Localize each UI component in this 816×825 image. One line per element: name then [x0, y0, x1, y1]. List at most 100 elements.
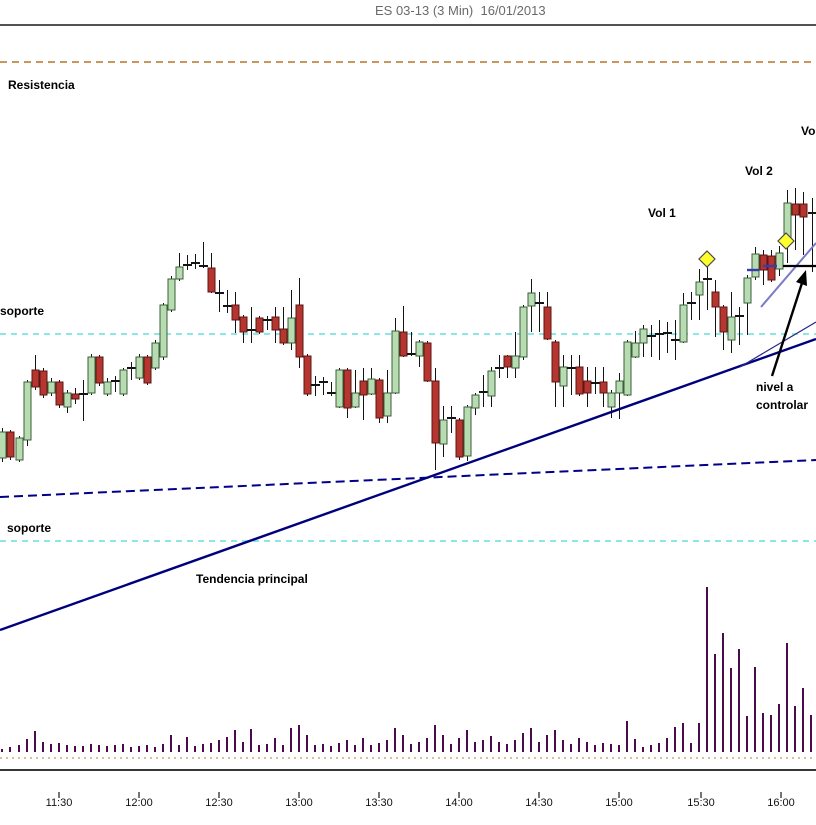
- volume-bar: [162, 744, 164, 752]
- candle-up: [119, 369, 128, 395]
- volume-bar: [74, 746, 76, 752]
- candle-down: [39, 370, 48, 396]
- annotation-arrow-shaft: [770, 282, 804, 377]
- volume-bar: [370, 745, 372, 752]
- volume-bar: [746, 716, 748, 752]
- volume-bar: [762, 713, 764, 752]
- volume-bar: [354, 745, 356, 752]
- x-axis-label: 13:00: [285, 797, 313, 809]
- volume-bar: [322, 744, 324, 752]
- volume-bar: [434, 725, 436, 752]
- candle-down: [599, 381, 608, 394]
- volume-bar: [562, 740, 564, 752]
- candle-down: [399, 331, 408, 357]
- candle-down: [455, 419, 464, 458]
- candle-down: [583, 380, 592, 394]
- volume-bar: [1, 749, 3, 752]
- volume-bar: [794, 706, 796, 752]
- candle-up: [103, 381, 112, 395]
- candle-up: [527, 292, 536, 307]
- x-axis-label: 13:30: [365, 797, 393, 809]
- candle-up: [287, 317, 296, 344]
- volume-bar: [202, 744, 204, 752]
- candle-up: [639, 328, 648, 344]
- volume-bar: [698, 723, 700, 752]
- volume-bar: [778, 704, 780, 752]
- volume-bar: [634, 739, 636, 752]
- x-axis-label: 15:30: [687, 797, 715, 809]
- acceleration-line: [760, 242, 816, 308]
- volume-bar: [34, 731, 36, 752]
- candle-down: [6, 431, 15, 458]
- volume-bar: [754, 667, 756, 752]
- volume-bar: [194, 746, 196, 752]
- candle-up: [471, 394, 480, 409]
- x-axis-label: 15:00: [605, 797, 633, 809]
- candle-up: [47, 381, 56, 394]
- volume-bar: [282, 745, 284, 752]
- candle-down: [759, 254, 768, 271]
- volume-bar: [410, 744, 412, 752]
- candle-up: [367, 378, 376, 395]
- volume-bar: [466, 730, 468, 752]
- volume-bar: [578, 738, 580, 752]
- candle-down: [423, 342, 432, 382]
- candle-up: [63, 392, 72, 408]
- volume-bar: [186, 737, 188, 752]
- vol1-label: Vol 1: [648, 206, 676, 220]
- volume-bar: [658, 743, 660, 752]
- volume-bar: [482, 740, 484, 752]
- volume-bar: [274, 738, 276, 752]
- volume-bar: [738, 649, 740, 752]
- volume-bar: [626, 721, 628, 752]
- candle-down: [55, 381, 64, 406]
- volume-bar: [50, 744, 52, 752]
- candle-up: [559, 366, 568, 387]
- candle-up: [335, 369, 344, 408]
- candle-up: [151, 342, 160, 369]
- volume-bar: [314, 745, 316, 752]
- volume-bar: [130, 747, 132, 752]
- candle-down: [143, 356, 152, 384]
- main-trend-label: Tendencia principal: [196, 572, 308, 586]
- tendencia-principal: [0, 337, 816, 632]
- candle-up: [679, 304, 688, 343]
- candle-down: [791, 203, 800, 216]
- volume-bar: [530, 728, 532, 752]
- support-lower-label: soporte: [7, 521, 52, 535]
- x-axis-label: 11:30: [45, 797, 73, 809]
- volume-bar: [146, 745, 148, 752]
- volume-bar: [418, 742, 420, 752]
- candle-down: [295, 304, 304, 358]
- diamond-marker: [777, 232, 795, 250]
- volume-bar: [586, 742, 588, 752]
- candle-up: [487, 370, 496, 397]
- candle-up: [439, 419, 448, 445]
- volume-bar: [602, 743, 604, 752]
- volume-bar: [690, 743, 692, 752]
- volume-bar: [338, 743, 340, 752]
- volume-bar: [770, 715, 772, 752]
- vol3-partial-label: Vo: [801, 124, 816, 138]
- candle-down: [799, 203, 808, 218]
- x-axis-label: 16:00: [767, 797, 795, 809]
- secondary-dashed-trend: [0, 459, 816, 498]
- volume-bar: [650, 745, 652, 752]
- candle-up: [351, 392, 360, 408]
- volume-bar: [674, 727, 676, 752]
- volume-bar: [402, 735, 404, 752]
- fan-line: [739, 321, 816, 368]
- volume-bar: [610, 744, 612, 752]
- volume-bar: [58, 743, 60, 752]
- volume-bar: [178, 745, 180, 752]
- candle-down: [207, 267, 216, 293]
- candle-down: [343, 369, 352, 409]
- volume-bar: [618, 745, 620, 752]
- candle-down: [503, 355, 512, 368]
- candle-up: [175, 266, 184, 280]
- volume-bar: [642, 747, 644, 752]
- volume-bar: [570, 744, 572, 752]
- resistance-label: Resistencia: [8, 78, 75, 92]
